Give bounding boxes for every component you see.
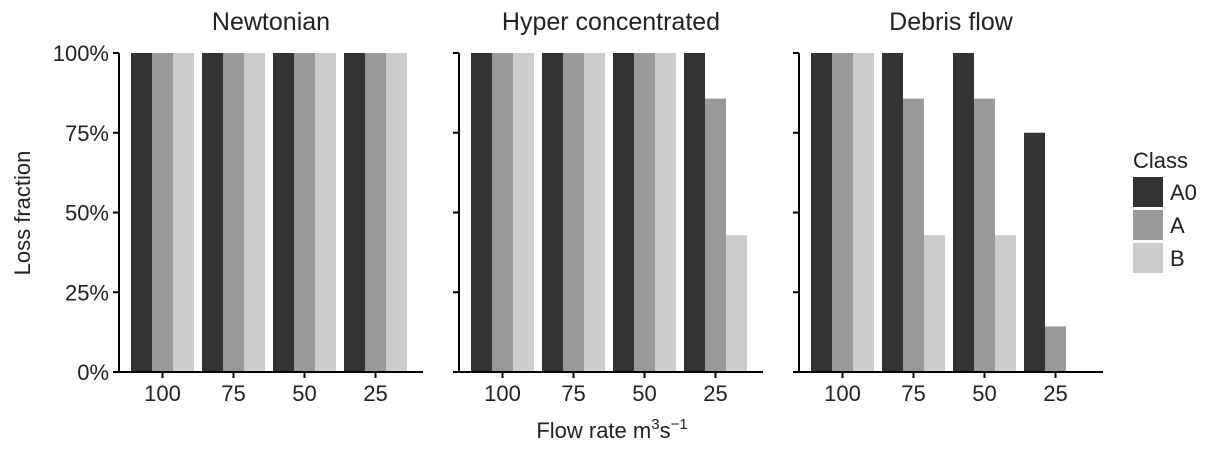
bar-b-50 — [315, 53, 336, 372]
bar-a-75 — [903, 98, 924, 372]
y-tick-label: 75% — [65, 121, 109, 146]
legend-label-a: A — [1170, 213, 1185, 238]
bar-a0-25 — [684, 53, 705, 372]
bar-b-100 — [513, 53, 534, 372]
bar-a0-50 — [953, 53, 974, 372]
bar-b-75 — [244, 53, 265, 372]
x-tick-label: 50 — [292, 381, 316, 406]
y-tick-label: 25% — [65, 280, 109, 305]
x-tick-label: 50 — [972, 381, 996, 406]
x-tick-label: 75 — [221, 381, 245, 406]
bar-a-75 — [223, 53, 244, 372]
y-tick-label: 100% — [53, 41, 109, 66]
bar-b-25 — [726, 235, 747, 372]
bar-b-75 — [584, 53, 605, 372]
bar-a-100 — [152, 53, 173, 372]
legend: Class A0 AB — [1133, 148, 1197, 273]
bar-b-50 — [655, 53, 676, 372]
legend-title: Class — [1133, 148, 1188, 173]
bar-a-25 — [365, 53, 386, 372]
bar-a0-50 — [613, 53, 634, 372]
legend-label-b: B — [1170, 246, 1185, 271]
bar-b-25 — [386, 53, 407, 372]
legend-label-a0: A0 — [1170, 180, 1197, 205]
bar-a-50 — [634, 53, 655, 372]
legend-items: A0 AB — [1133, 177, 1197, 273]
bar-b-100 — [173, 53, 194, 372]
bar-a0-25 — [344, 53, 365, 372]
facet-title: Debris flow — [889, 8, 1014, 36]
bar-a-50 — [294, 53, 315, 372]
facet-title: Hyper concentrated — [502, 8, 720, 36]
bar-a-25 — [705, 98, 726, 372]
x-tick-label: 75 — [561, 381, 585, 406]
x-axis-title-mid: s — [660, 418, 671, 443]
x-tick-label: 100 — [824, 381, 861, 406]
legend-swatch-b — [1133, 243, 1163, 273]
y-tick-label: 50% — [65, 201, 109, 226]
bar-a0-75 — [202, 53, 223, 372]
x-tick-label: 25 — [1043, 381, 1067, 406]
bar-a0-100 — [811, 53, 832, 372]
bar-a-50 — [974, 98, 995, 372]
bar-a0-25 — [1024, 132, 1045, 372]
panel-1: 0% 25% 50% 75% 100% 100 75 50 25 Newtonian — [53, 8, 423, 406]
x-axis-title-main: Flow rate m — [536, 418, 651, 443]
bar-a0-100 — [471, 53, 492, 372]
bar-a-75 — [563, 53, 584, 372]
panel-2: 100 75 50 25 Hyper concentrated — [453, 8, 763, 406]
bar-a0-75 — [542, 53, 563, 372]
facet-title: Newtonian — [212, 8, 330, 36]
bar-b-50 — [995, 235, 1016, 372]
x-tick-label: 25 — [363, 381, 387, 406]
bar-a-100 — [832, 53, 853, 372]
panel-3: 100 75 50 25 Debris flow — [793, 8, 1103, 406]
bar-a0-100 — [131, 53, 152, 372]
chart-panels: 0% 25% 50% 75% 100% 100 75 50 25 Newtonian 100 75 50… — [53, 8, 1103, 406]
y-tick-label: 0% — [77, 360, 109, 385]
bar-a0-50 — [273, 53, 294, 372]
bar-a0-75 — [882, 53, 903, 372]
x-tick-label: 25 — [703, 381, 727, 406]
x-axis-title-sup2: −1 — [671, 416, 688, 433]
bar-a-100 — [492, 53, 513, 372]
bar-a-25 — [1045, 326, 1066, 372]
x-tick-label: 50 — [632, 381, 656, 406]
x-tick-label: 100 — [144, 381, 181, 406]
legend-swatch-a0 — [1133, 177, 1163, 207]
bar-b-100 — [853, 53, 874, 372]
x-axis-title-sup1: 3 — [651, 416, 659, 433]
x-tick-label: 100 — [484, 381, 521, 406]
y-axis-title: Loss fraction — [10, 151, 35, 276]
bar-b-75 — [924, 235, 945, 372]
x-tick-label: 75 — [901, 381, 925, 406]
legend-swatch-a — [1133, 210, 1163, 240]
x-axis-title: Flow rate m3s−1 — [536, 416, 687, 443]
